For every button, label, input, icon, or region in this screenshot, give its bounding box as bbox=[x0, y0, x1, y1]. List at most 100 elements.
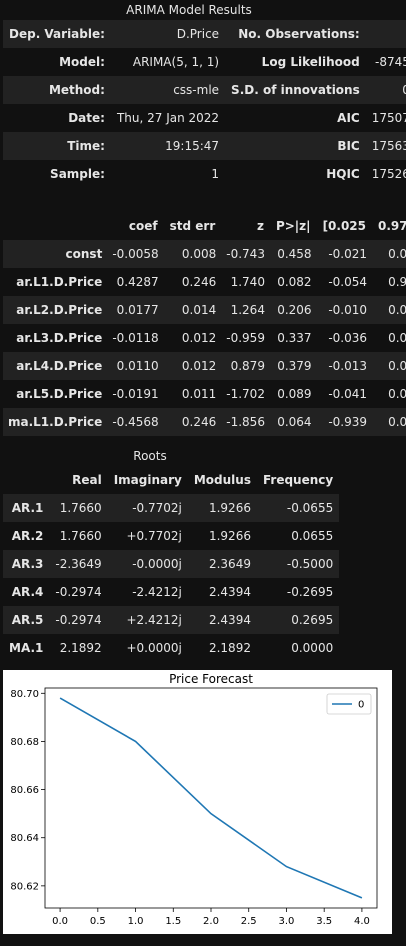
coef-cell: 0.246 bbox=[163, 268, 222, 296]
coef-column-header: [0.025 bbox=[316, 212, 373, 240]
coef-cell: 0.012 bbox=[372, 324, 406, 352]
roots-row-label: AR.5 bbox=[3, 606, 50, 634]
roots-cell: -2.3649 bbox=[49, 550, 108, 578]
coef-cell: 0.379 bbox=[269, 352, 317, 380]
roots-row-label: AR.4 bbox=[3, 578, 50, 606]
roots-cell: 1.7660 bbox=[49, 522, 108, 550]
summary-label: No. Observations: bbox=[225, 20, 366, 48]
coef-cell: 0.003 bbox=[372, 380, 406, 408]
coef-cell: 0.458 bbox=[269, 240, 317, 268]
y-tick-label: 80.64 bbox=[10, 833, 39, 844]
roots-row: MA.1 2.1892 +0.0000j 2.1892 0.0000 bbox=[3, 634, 340, 662]
coef-cell: 0.0177 bbox=[107, 296, 164, 324]
summary-label: Model: bbox=[3, 48, 111, 76]
coef-row-label: ar.L2.D.Price bbox=[3, 296, 108, 324]
coef-cell: 0.0110 bbox=[107, 352, 164, 380]
summary-label: HQIC bbox=[225, 160, 366, 188]
summary-value: 1 bbox=[110, 160, 226, 188]
x-tick-label: 2.0 bbox=[203, 916, 219, 927]
roots-cell: 1.9266 bbox=[187, 494, 257, 522]
roots-cell: 0.2695 bbox=[256, 606, 340, 634]
coef-column-header: std err bbox=[163, 212, 222, 240]
roots-cell: +0.7702j bbox=[107, 522, 188, 550]
summary-label: Method: bbox=[3, 76, 111, 104]
roots-row: AR.4 -0.2974 -2.4212j 2.4394 -0.2695 bbox=[3, 578, 340, 606]
roots-column-header: Real bbox=[49, 466, 108, 494]
coef-row-label: ar.L3.D.Price bbox=[3, 324, 108, 352]
chart-title: Price Forecast bbox=[169, 672, 253, 686]
coef-row-label: ar.L1.D.Price bbox=[3, 268, 108, 296]
summary-label: BIC bbox=[225, 132, 366, 160]
coef-cell: 0.064 bbox=[269, 408, 317, 436]
roots-column-header: Modulus bbox=[187, 466, 257, 494]
roots: Roots Real Imaginary Modulus Frequency AR.1… bbox=[3, 446, 340, 662]
roots-cell: 1.9266 bbox=[187, 522, 257, 550]
summary-value: Thu, 27 Jan 2022 bbox=[110, 104, 226, 132]
summary-value: 19:15:47 bbox=[110, 132, 226, 160]
roots-cell: +2.4212j bbox=[107, 606, 188, 634]
forecast-chart-svg: Price Forecast 0.0 0.5 1.0 1.5 2.0 2.5 3.0 3.5 4.… bbox=[10, 672, 378, 927]
coef-column-header bbox=[3, 212, 108, 240]
coef-row-label: const bbox=[3, 240, 108, 268]
coef-column-header: 0.975] bbox=[372, 212, 406, 240]
roots-cell: 1.7660 bbox=[49, 494, 108, 522]
coef-row: ar.L3.D.Price -0.0118 0.012 -0.959 0.337 -0.0… bbox=[3, 324, 406, 352]
x-tick-label: 1.5 bbox=[165, 916, 181, 927]
coef-cell: 0.011 bbox=[163, 380, 222, 408]
x-tick-label: 4.0 bbox=[354, 916, 370, 927]
x-tick-label: 2.5 bbox=[241, 916, 257, 927]
x-tick-label: 0.0 bbox=[52, 916, 68, 927]
y-tick-label: 80.62 bbox=[10, 881, 39, 892]
coef-row: ar.L2.D.Price 0.0177 0.014 1.264 0.206 -0.010… bbox=[3, 296, 406, 324]
coef-cell: -0.959 bbox=[221, 324, 270, 352]
coef-column-header: z bbox=[221, 212, 270, 240]
roots-cell: 2.1892 bbox=[49, 634, 108, 662]
roots-cell: -2.4212j bbox=[107, 578, 188, 606]
roots-column-header: Imaginary bbox=[107, 466, 188, 494]
coef-column-header: P>|z| bbox=[269, 212, 317, 240]
coef-cell: -1.702 bbox=[221, 380, 270, 408]
roots-cell: -0.7702j bbox=[107, 494, 188, 522]
x-tick-label: 1.0 bbox=[128, 916, 144, 927]
summary-value: 0.729 bbox=[365, 76, 406, 104]
summary-label: Log Likelihood bbox=[225, 48, 366, 76]
coef-cell: 0.045 bbox=[372, 296, 406, 324]
summary-label: Dep. Variable: bbox=[3, 20, 111, 48]
summary-label: AIC bbox=[225, 104, 366, 132]
roots-row-label: AR.3 bbox=[3, 550, 50, 578]
coef-cell: 0.337 bbox=[269, 324, 317, 352]
coef-row: ar.L4.D.Price 0.0110 0.012 0.879 0.379 -0.013… bbox=[3, 352, 406, 380]
coef-cell: 0.089 bbox=[269, 380, 317, 408]
coef-cell: 0.246 bbox=[163, 408, 222, 436]
summary-value: 17526.361 bbox=[365, 160, 406, 188]
x-tick-label: 0.5 bbox=[90, 916, 106, 927]
coef-cell: -0.054 bbox=[316, 268, 373, 296]
summary-row: Time:19:15:47BIC17563.070 bbox=[3, 132, 406, 160]
y-tick-label: 80.68 bbox=[10, 737, 39, 748]
summary-title: ARIMA Model Results bbox=[126, 3, 252, 17]
legend-label: 0 bbox=[358, 700, 364, 711]
plot-frame bbox=[44, 687, 378, 909]
coef-cell: 0.012 bbox=[163, 352, 222, 380]
roots-title: Roots bbox=[133, 449, 167, 463]
roots-cell: 2.4394 bbox=[187, 578, 257, 606]
coef-cell: -0.4568 bbox=[107, 408, 164, 436]
summary-label: Date: bbox=[3, 104, 111, 132]
roots-table: Real Imaginary Modulus Frequency AR.1 1.7660… bbox=[3, 466, 340, 662]
y-tick-label: 80.70 bbox=[10, 689, 39, 700]
summary-value: 17563.070 bbox=[365, 132, 406, 160]
coef-cell: 1.740 bbox=[221, 268, 270, 296]
coef-cell: -0.0191 bbox=[107, 380, 164, 408]
roots-row-label: AR.1 bbox=[3, 494, 50, 522]
roots-column-header bbox=[3, 466, 50, 494]
summary-value: 17507.244 bbox=[365, 104, 406, 132]
coef-cell: 0.4287 bbox=[107, 268, 164, 296]
coef-cell: 0.012 bbox=[163, 324, 222, 352]
coef-cell: -1.856 bbox=[221, 408, 270, 436]
roots-cell: 0.0655 bbox=[256, 522, 340, 550]
coef-row-label: ar.L5.D.Price bbox=[3, 380, 108, 408]
